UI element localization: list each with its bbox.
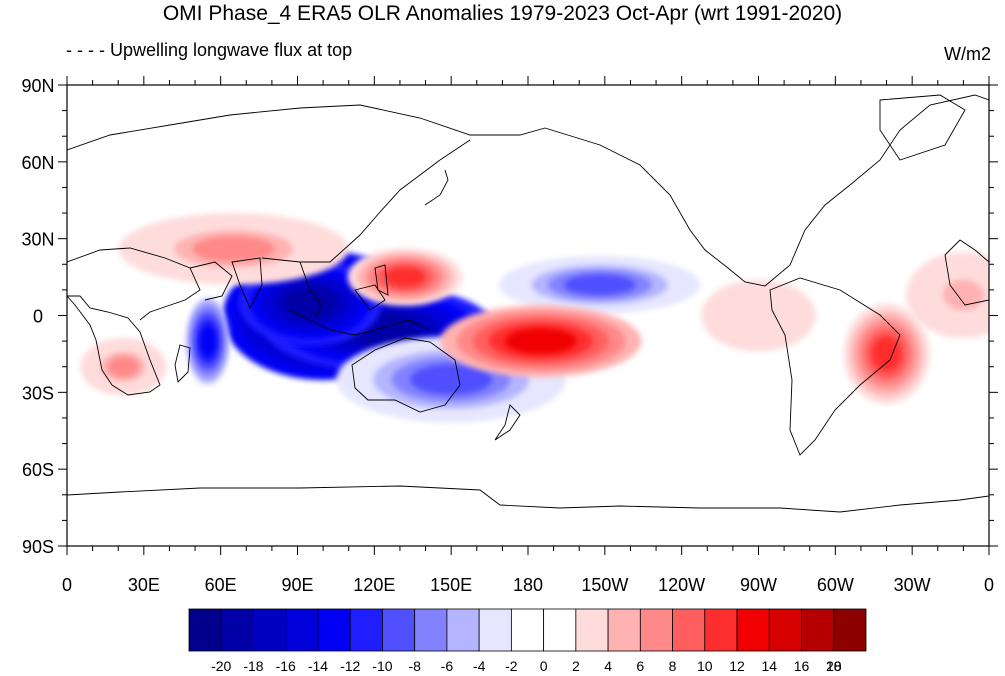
colorbar-label: -14 — [308, 658, 328, 674]
colorbar-swatch — [607, 608, 641, 652]
lat-label: 60S — [22, 460, 54, 480]
colorbar-swatch — [833, 608, 867, 652]
lon-label: 60W — [817, 575, 854, 595]
colorbar-swatch — [736, 608, 770, 652]
colorbar-label: -2 — [505, 658, 518, 674]
lat-label: 0 — [33, 307, 43, 327]
colorbar-label: -8 — [408, 658, 421, 674]
lon-label: 120W — [658, 575, 705, 595]
anomaly-contour — [107, 356, 139, 377]
lon-label: 90E — [281, 575, 313, 595]
lon-label: 180 — [513, 575, 543, 595]
colorbar-swatch — [575, 608, 609, 652]
anomaly-contour — [284, 287, 336, 319]
lon-label: 30E — [128, 575, 160, 595]
lat-label: 30N — [21, 230, 54, 250]
olr-anomaly-field — [80, 213, 989, 423]
lat-label: 90N — [21, 76, 54, 96]
lon-label: 150E — [430, 575, 472, 595]
colorbar-swatch — [414, 608, 448, 652]
colorbar-swatch — [382, 608, 416, 652]
field-description: - - - - Upwelling longwave flux at top — [66, 40, 353, 60]
lat-label: 90S — [22, 537, 54, 557]
colorbar-label: 8 — [669, 658, 677, 674]
colorbar-label: 14 — [761, 658, 777, 674]
lon-label: 0 — [62, 575, 72, 595]
colorbar-swatch — [253, 608, 287, 652]
colorbar-swatch — [801, 608, 835, 652]
colorbar-swatch — [510, 608, 545, 652]
colorbar-swatch — [768, 608, 802, 652]
colorbar-label: 16 — [794, 658, 810, 674]
lon-label: 60E — [205, 575, 237, 595]
anomaly-contour — [738, 302, 779, 329]
colorbar-label: -20 — [211, 658, 231, 674]
axis-ticks — [58, 76, 998, 555]
colorbar-label: 12 — [729, 658, 745, 674]
latitude-labels: 90N 60N 30N 0 30S 60S 90S — [21, 76, 54, 557]
colorbar-swatch — [317, 608, 351, 652]
colorbar-label: 6 — [636, 658, 644, 674]
colorbar-swatch — [543, 608, 577, 652]
lat-label: 30S — [22, 383, 54, 403]
anomaly-contour — [192, 236, 275, 262]
coastlines — [67, 94, 989, 513]
units-label: W/m2 — [944, 44, 991, 64]
anomaly-contour — [942, 279, 984, 311]
anomaly-contour — [384, 266, 426, 288]
colorbar-label: -12 — [340, 658, 360, 674]
colorbar-swatch — [704, 608, 738, 652]
colorbar-swatch — [188, 608, 222, 652]
colorbar-swatch — [478, 608, 512, 652]
lon-label: 30W — [894, 575, 931, 595]
colorbar-label: -16 — [276, 658, 296, 674]
lon-label: 90W — [740, 575, 777, 595]
longitude-labels: 0 30E 60E 90E 120E 150E 180 150W 120W 90W 60W 30W 0 — [62, 575, 994, 595]
colorbar-swatch — [446, 608, 480, 652]
colorbar-label: 2 — [572, 658, 580, 674]
colorbar-label: -18 — [243, 658, 263, 674]
colorbar-swatch — [285, 608, 319, 652]
colorbar-labels: -20 -18 -16 -14 -12 -10 -8 -6 -4 -2 0 2 4 6 8 10 12 14 16 1… — [211, 658, 842, 674]
anomaly-contour — [563, 274, 636, 296]
lon-label: 0 — [984, 575, 994, 595]
colorbar-swatch — [220, 608, 254, 652]
colorbar-label: 20 — [826, 658, 842, 674]
anomaly-contour — [504, 328, 577, 354]
anomaly-contour — [410, 364, 493, 395]
lon-label: 150W — [581, 575, 628, 595]
colorbar-label: -10 — [372, 658, 392, 674]
anomaly-contour — [200, 325, 216, 357]
lat-label: 60N — [21, 153, 54, 173]
plot-title: OMI Phase_4 ERA5 OLR Anomalies 1979-2023… — [162, 2, 843, 25]
colorbar-swatch — [349, 608, 383, 652]
colorbar-label: -4 — [473, 658, 486, 674]
colorbar-swatch — [639, 608, 673, 652]
colorbar — [188, 608, 867, 652]
colorbar-label: 18 — [826, 658, 842, 674]
colorbar-label: 4 — [604, 658, 612, 674]
colorbar-label: -6 — [441, 658, 454, 674]
colorbar-label: 10 — [697, 658, 713, 674]
colorbar-swatch — [672, 608, 706, 652]
colorbar-label: 0 — [540, 658, 548, 674]
anomaly-contour — [871, 335, 902, 372]
lon-label: 120E — [353, 575, 395, 595]
